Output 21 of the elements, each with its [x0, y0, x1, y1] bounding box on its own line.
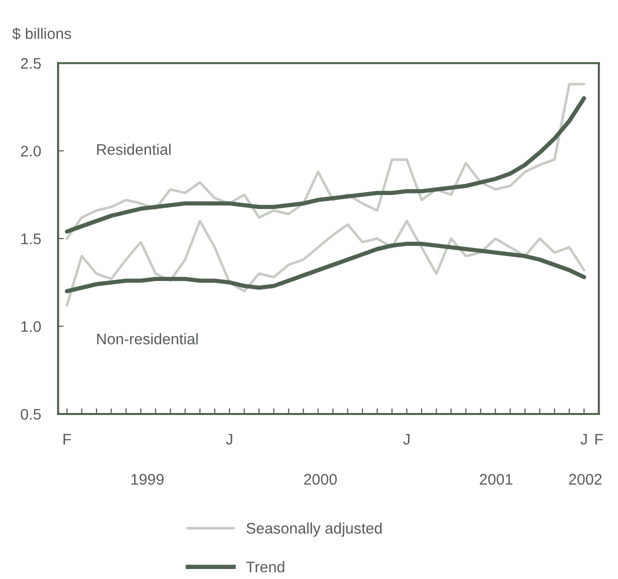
x-tick-label: F [595, 434, 603, 444]
y-tick-label: 1.5 [21, 234, 41, 244]
y-tick-label: 2.0 [20, 146, 41, 157]
y-tick-label: 2.5 [20, 58, 41, 69]
text: 2002 [569, 474, 602, 485]
x-tick-label: J [226, 434, 232, 445]
x-tick-label: F [64, 434, 72, 444]
legend-label: Seasonally adjusted [246, 522, 382, 537]
text: 2000 [304, 474, 337, 485]
x-tick-label: J [403, 434, 410, 445]
y-tick-label: 0.5 [20, 408, 41, 420]
annotation: Residential [97, 144, 171, 155]
y-tick-label: 1.0 [21, 321, 41, 332]
x-tick-label: J [580, 434, 587, 445]
text: 2001 [480, 474, 512, 485]
legend-label: Trend [246, 561, 284, 572]
text: 1999 [131, 474, 164, 485]
line-series [66, 220, 586, 306]
line-series [64, 242, 586, 294]
annotation: Non-residential [97, 333, 198, 344]
y-axis-title: $ billions [12, 28, 72, 40]
